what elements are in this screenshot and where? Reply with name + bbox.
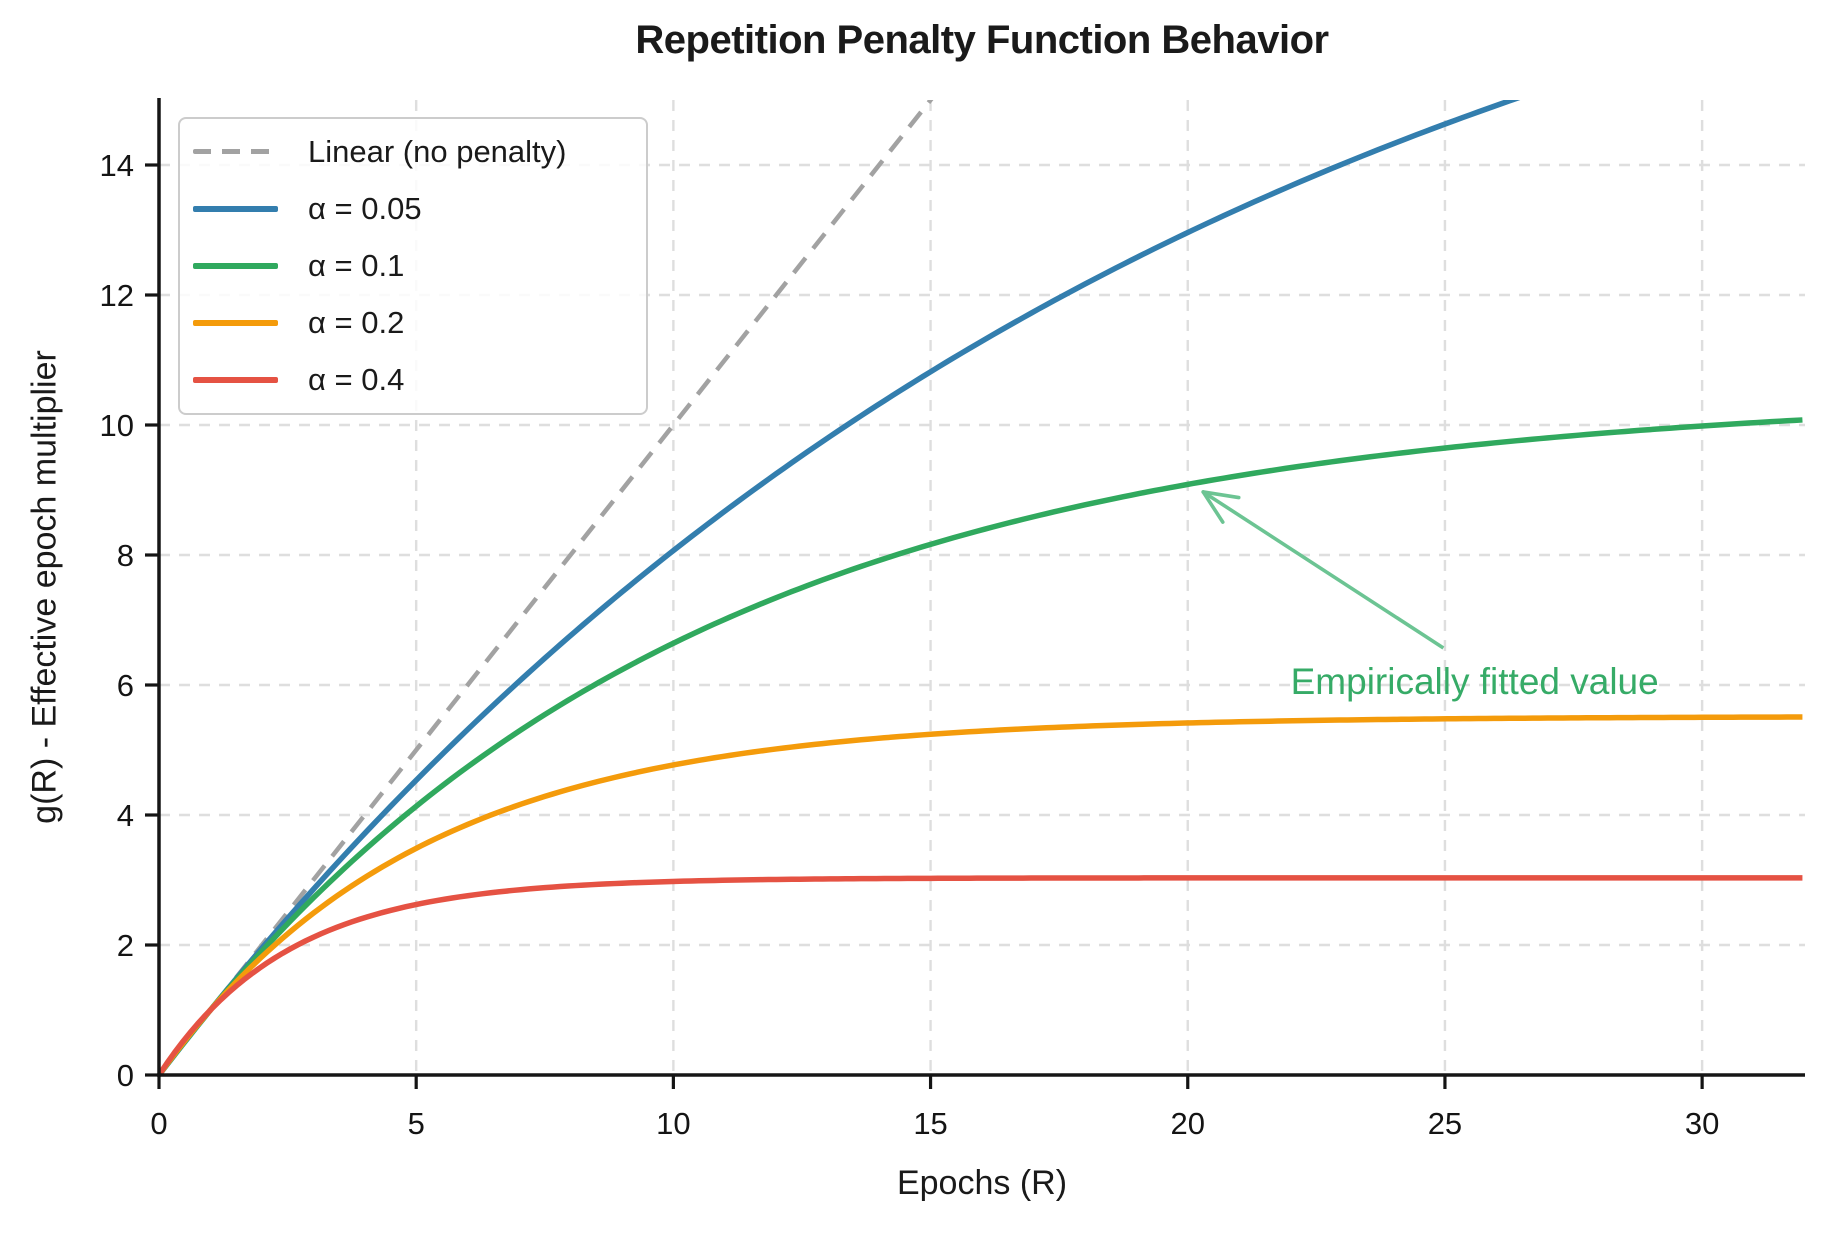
legend-item: α = 0.1 — [180, 237, 646, 294]
series-curve — [159, 100, 1521, 1075]
arrow-head — [1201, 490, 1225, 524]
legend-item-label: α = 0.1 — [308, 248, 405, 283]
legend-line-sample — [193, 205, 278, 212]
legend-item: α = 0.4 — [180, 352, 646, 409]
x-tick-label: 20 — [1171, 1106, 1205, 1141]
legend: Linear (no penalty) α = 0.05 α = 0.1 α = 0.… — [178, 117, 648, 415]
x-tick-label: 0 — [150, 1106, 167, 1141]
chart-title: Repetition Penalty Function Behavior — [635, 18, 1329, 62]
y-tick-label: 12 — [100, 278, 134, 313]
x-tick-label: 30 — [1685, 1106, 1719, 1141]
annotation-arrow — [1201, 490, 1445, 650]
gridlines — [159, 100, 1805, 1075]
y-tick-label: 6 — [117, 668, 134, 703]
legend-line-sample — [193, 377, 278, 384]
series-curve — [159, 100, 934, 1075]
arrow-head — [1201, 490, 1241, 500]
legend-item: α = 0.2 — [180, 295, 646, 352]
y-tick-label: 14 — [100, 148, 134, 183]
y-tick-label: 10 — [100, 408, 134, 443]
axes-spines-and-ticks: 0 5 10 15 20 25 30 0 2 4 6 8 10 12 14 — [100, 98, 1805, 1141]
x-tick-label: 25 — [1428, 1106, 1462, 1141]
series-curve — [159, 417, 1803, 1075]
legend-line-sample — [193, 263, 278, 269]
legend-item: Linear (no penalty) — [180, 123, 646, 180]
y-tick-label: 2 — [117, 928, 134, 963]
legend-item-label: α = 0.2 — [308, 305, 405, 341]
y-tick-label: 8 — [117, 538, 134, 573]
legend-line-sample — [193, 149, 278, 155]
series-curve — [159, 875, 1803, 1075]
data-series-curves — [159, 100, 1803, 1075]
legend-item-label: α = 0.4 — [308, 362, 405, 398]
legend-item-label: α = 0.05 — [308, 190, 422, 226]
arrow-shaft — [1202, 490, 1445, 650]
x-tick-label: 15 — [913, 1106, 947, 1141]
y-tick-label: 0 — [117, 1058, 134, 1093]
x-tick-label: 10 — [656, 1106, 690, 1141]
legend-line-sample — [193, 320, 278, 327]
legend-item: α = 0.05 — [180, 180, 646, 237]
annotation-label: Empirically fitted value — [1290, 660, 1659, 702]
series-curve — [159, 714, 1803, 1075]
x-tick-label: 5 — [408, 1106, 425, 1141]
y-tick-label: 4 — [117, 798, 134, 833]
x-axis-label: Epochs (R) — [896, 1164, 1068, 1202]
y-axis-label: g(R) - Effective epoch multiplier — [25, 350, 64, 824]
legend-item-label: Linear (no penalty) — [308, 133, 567, 169]
